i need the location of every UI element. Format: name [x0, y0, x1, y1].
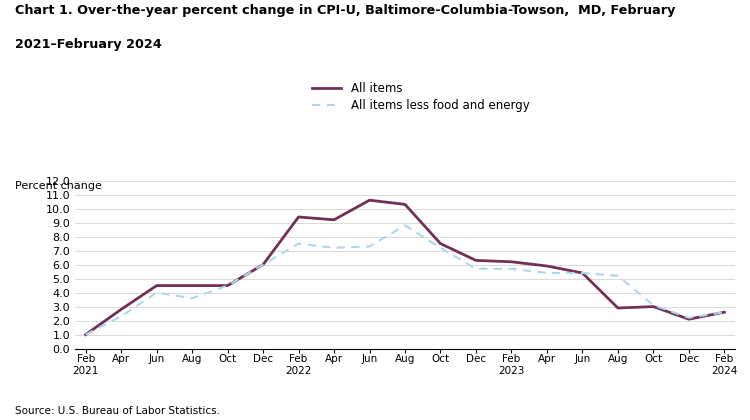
All items less food and energy — [294, 241, 303, 246]
All items less food and energy — [152, 290, 161, 295]
All items — [507, 259, 516, 264]
Line: All items less food and energy: All items less food and energy — [86, 226, 724, 335]
All items — [720, 310, 729, 315]
All items less food and energy — [400, 223, 410, 228]
All items — [684, 317, 693, 322]
All items less food and energy — [188, 296, 196, 301]
All items less food and energy — [614, 273, 622, 278]
All items — [400, 202, 410, 207]
All items less food and energy — [720, 310, 729, 315]
All items — [223, 283, 232, 288]
All items less food and energy — [223, 283, 232, 288]
All items less food and energy — [329, 245, 338, 250]
All items — [436, 241, 445, 246]
All items — [152, 283, 161, 288]
All items — [259, 262, 268, 267]
Text: 2021–February 2024: 2021–February 2024 — [15, 38, 162, 51]
All items less food and energy — [578, 270, 587, 276]
Text: Percent change: Percent change — [15, 181, 102, 191]
All items — [81, 332, 90, 337]
Line: All items: All items — [86, 200, 724, 335]
All items less food and energy — [117, 314, 126, 319]
All items less food and energy — [436, 245, 445, 250]
All items — [649, 304, 658, 309]
All items less food and energy — [649, 303, 658, 308]
All items — [294, 215, 303, 220]
All items less food and energy — [472, 266, 481, 271]
All items — [365, 198, 374, 203]
All items — [614, 305, 622, 310]
All items — [578, 270, 587, 276]
Text: Chart 1. Over-the-year percent change in CPI-U, Baltimore-Columbia-Towson,  MD, : Chart 1. Over-the-year percent change in… — [15, 4, 675, 17]
All items — [542, 263, 551, 268]
All items — [329, 217, 338, 222]
All items less food and energy — [365, 244, 374, 249]
All items less food and energy — [542, 270, 551, 276]
All items less food and energy — [507, 266, 516, 271]
Legend: All items, All items less food and energy: All items, All items less food and energ… — [312, 82, 530, 112]
All items less food and energy — [259, 262, 268, 267]
All items less food and energy — [81, 332, 90, 337]
Text: Source: U.S. Bureau of Labor Statistics.: Source: U.S. Bureau of Labor Statistics. — [15, 406, 220, 416]
All items — [117, 307, 126, 312]
All items less food and energy — [684, 315, 693, 320]
All items — [188, 283, 196, 288]
All items — [472, 258, 481, 263]
